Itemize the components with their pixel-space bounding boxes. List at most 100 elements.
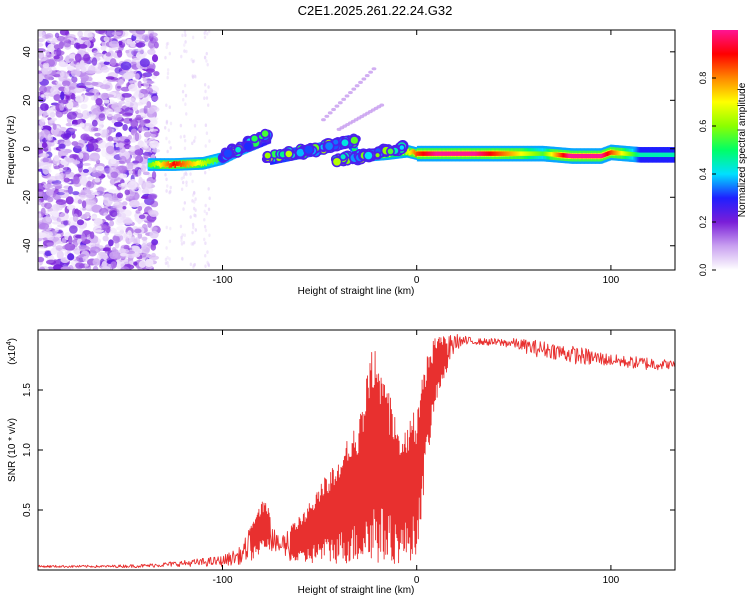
noise-blob bbox=[109, 220, 115, 227]
noise-blob bbox=[194, 197, 197, 201]
noise-blob bbox=[67, 34, 76, 39]
noise-blob bbox=[111, 31, 122, 36]
noise-blob bbox=[191, 230, 194, 235]
noise-blob bbox=[57, 188, 67, 193]
harmonic-blob bbox=[327, 111, 333, 115]
track-core-segment bbox=[195, 161, 198, 166]
track-core-segment bbox=[415, 152, 417, 157]
noise-blob bbox=[89, 152, 101, 162]
noise-blob bbox=[127, 134, 133, 140]
track-core-segment bbox=[506, 151, 509, 156]
spectrogram-xlabel: Height of straight line (km) bbox=[298, 286, 415, 297]
track-core-segment bbox=[599, 153, 602, 159]
track-core-segment bbox=[571, 153, 574, 159]
noise-blob bbox=[204, 264, 207, 268]
track-core-segment bbox=[155, 161, 158, 166]
snr-x-ticks: -100 0 100 bbox=[212, 330, 620, 586]
noise-blob bbox=[165, 246, 168, 250]
noise-blob bbox=[182, 207, 185, 211]
track-core-segment bbox=[486, 151, 488, 156]
harmonic-blob bbox=[334, 104, 340, 108]
noise-blob bbox=[60, 266, 72, 270]
noise-blob bbox=[120, 266, 130, 270]
noise-blob bbox=[75, 112, 84, 119]
blob-core bbox=[223, 149, 232, 158]
track-core-segment bbox=[430, 151, 433, 156]
noise-blob bbox=[82, 162, 91, 167]
noise-blob bbox=[166, 184, 169, 188]
noise-blob bbox=[65, 122, 73, 127]
track-core-segment bbox=[204, 160, 207, 166]
noise-blob bbox=[89, 231, 95, 239]
noise-blob bbox=[105, 76, 115, 80]
track-core-segment bbox=[518, 151, 520, 156]
track-core-segment bbox=[626, 151, 629, 156]
noise-blob bbox=[45, 53, 53, 59]
track-core-segment bbox=[604, 152, 607, 157]
noise-blob bbox=[82, 207, 87, 211]
track-core-segment bbox=[467, 151, 470, 156]
noise-blob bbox=[41, 115, 46, 123]
track-core-segment bbox=[182, 160, 184, 166]
blob-core bbox=[387, 148, 394, 155]
noise-blob bbox=[133, 261, 138, 266]
noise-blob bbox=[46, 196, 54, 203]
noise-blob bbox=[107, 136, 114, 142]
track-core-segment bbox=[472, 151, 475, 156]
noise-blob bbox=[68, 58, 75, 62]
track-core-segment bbox=[453, 151, 456, 156]
noise-blob bbox=[109, 210, 118, 218]
colorbar-label: Normalized spectral amplitude bbox=[737, 82, 748, 217]
y-tick-label: 1.5 bbox=[22, 383, 33, 397]
track-core-segment bbox=[595, 153, 598, 159]
noise-blob bbox=[142, 182, 152, 190]
track-core-segment bbox=[213, 157, 215, 163]
noise-blob bbox=[93, 229, 105, 233]
noise-blob bbox=[145, 123, 154, 128]
track-core-segment bbox=[164, 163, 167, 168]
noise-blob bbox=[80, 233, 86, 242]
noise-blob bbox=[56, 35, 66, 42]
noise-blob bbox=[77, 199, 83, 205]
noise-blob bbox=[166, 261, 169, 265]
track-core-segment bbox=[215, 157, 217, 162]
track-core-segment bbox=[491, 151, 494, 156]
noise-blob bbox=[42, 110, 48, 117]
noise-blob bbox=[63, 177, 71, 183]
track-core-segment bbox=[460, 151, 463, 156]
track-core-segment bbox=[594, 153, 597, 159]
noise-blob bbox=[181, 33, 184, 38]
track-core-segment bbox=[530, 151, 533, 156]
track-core-segment bbox=[558, 152, 561, 158]
noise-blob bbox=[99, 84, 111, 90]
noise-blob bbox=[44, 250, 53, 257]
noise-blob bbox=[208, 30, 211, 34]
noise-blob bbox=[118, 100, 126, 105]
noise-blob bbox=[113, 136, 121, 141]
noise-blob bbox=[181, 233, 184, 237]
noise-blob bbox=[58, 40, 64, 49]
track-core-segment bbox=[610, 150, 612, 155]
track-core-segment bbox=[628, 151, 631, 157]
noise-blob bbox=[74, 142, 84, 149]
noise-blob bbox=[135, 36, 140, 43]
noise-blob bbox=[116, 225, 127, 231]
noise-blob bbox=[41, 142, 48, 149]
harmonic-blob bbox=[368, 70, 374, 74]
track-core-segment bbox=[561, 153, 564, 158]
noise-blob bbox=[183, 233, 187, 238]
harmonic-blob bbox=[364, 73, 370, 78]
track-core-segment bbox=[433, 151, 436, 156]
noise-blob bbox=[74, 53, 82, 62]
track-core-segment bbox=[663, 152, 666, 158]
track-core-segment bbox=[444, 151, 446, 156]
noise-blob bbox=[147, 107, 155, 114]
noise-blob bbox=[40, 94, 45, 98]
noise-blob bbox=[47, 210, 57, 215]
noise-blob bbox=[185, 49, 188, 54]
track-core-segment bbox=[478, 151, 480, 156]
track-core-segment bbox=[525, 151, 528, 156]
noise-blob bbox=[179, 224, 183, 229]
track-core-segment bbox=[483, 151, 485, 156]
track-core-segment bbox=[528, 151, 531, 156]
